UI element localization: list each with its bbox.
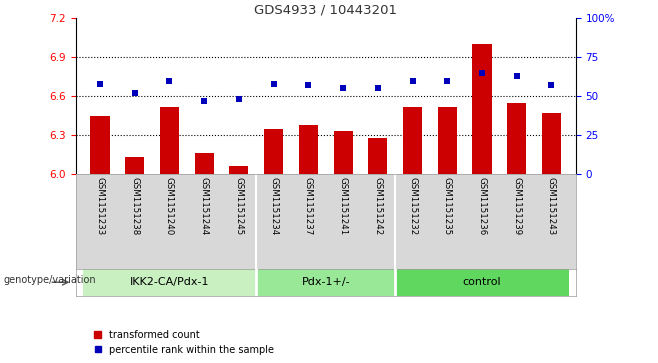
- Point: [95, 81, 105, 87]
- Point: [372, 85, 383, 91]
- Bar: [438, 107, 457, 174]
- Point: [164, 78, 175, 83]
- Text: GSM1151244: GSM1151244: [199, 177, 209, 235]
- Text: GSM1151245: GSM1151245: [234, 177, 243, 235]
- Bar: [395, 269, 569, 296]
- Point: [199, 98, 209, 104]
- Text: GSM1151238: GSM1151238: [130, 177, 139, 235]
- Bar: [264, 129, 283, 174]
- Point: [407, 78, 418, 83]
- Text: control: control: [463, 277, 501, 287]
- Bar: [542, 113, 561, 174]
- Point: [303, 82, 314, 88]
- Bar: [472, 44, 492, 174]
- Text: genotype/variation: genotype/variation: [3, 276, 96, 285]
- Point: [476, 70, 487, 76]
- Text: GSM1151232: GSM1151232: [408, 177, 417, 235]
- Bar: [334, 131, 353, 174]
- Bar: [256, 269, 395, 296]
- Point: [268, 81, 279, 87]
- Bar: [507, 103, 526, 174]
- Point: [130, 90, 140, 96]
- Legend: transformed count, percentile rank within the sample: transformed count, percentile rank withi…: [93, 330, 274, 355]
- Text: GSM1151242: GSM1151242: [373, 177, 382, 235]
- Text: IKK2-CA/Pdx-1: IKK2-CA/Pdx-1: [130, 277, 209, 287]
- Title: GDS4933 / 10443201: GDS4933 / 10443201: [254, 4, 397, 17]
- Bar: [125, 157, 144, 174]
- Text: GSM1151233: GSM1151233: [95, 177, 105, 235]
- Text: GSM1151237: GSM1151237: [304, 177, 313, 235]
- Text: GSM1151240: GSM1151240: [165, 177, 174, 235]
- Text: GSM1151241: GSM1151241: [339, 177, 347, 235]
- Bar: [368, 138, 388, 174]
- Bar: [83, 269, 256, 296]
- Text: GSM1151239: GSM1151239: [512, 177, 521, 235]
- Point: [511, 73, 522, 79]
- Text: Pdx-1+/-: Pdx-1+/-: [301, 277, 350, 287]
- Text: GSM1151235: GSM1151235: [443, 177, 452, 235]
- Bar: [160, 107, 179, 174]
- Text: GSM1151243: GSM1151243: [547, 177, 556, 235]
- Point: [338, 85, 348, 91]
- Bar: [299, 125, 318, 174]
- Bar: [90, 116, 109, 174]
- Text: GSM1151234: GSM1151234: [269, 177, 278, 235]
- Text: GSM1151236: GSM1151236: [478, 177, 486, 235]
- Point: [234, 97, 244, 102]
- Point: [546, 82, 557, 88]
- Point: [442, 78, 453, 83]
- Bar: [403, 107, 422, 174]
- Bar: [230, 167, 249, 174]
- Bar: [195, 154, 214, 174]
